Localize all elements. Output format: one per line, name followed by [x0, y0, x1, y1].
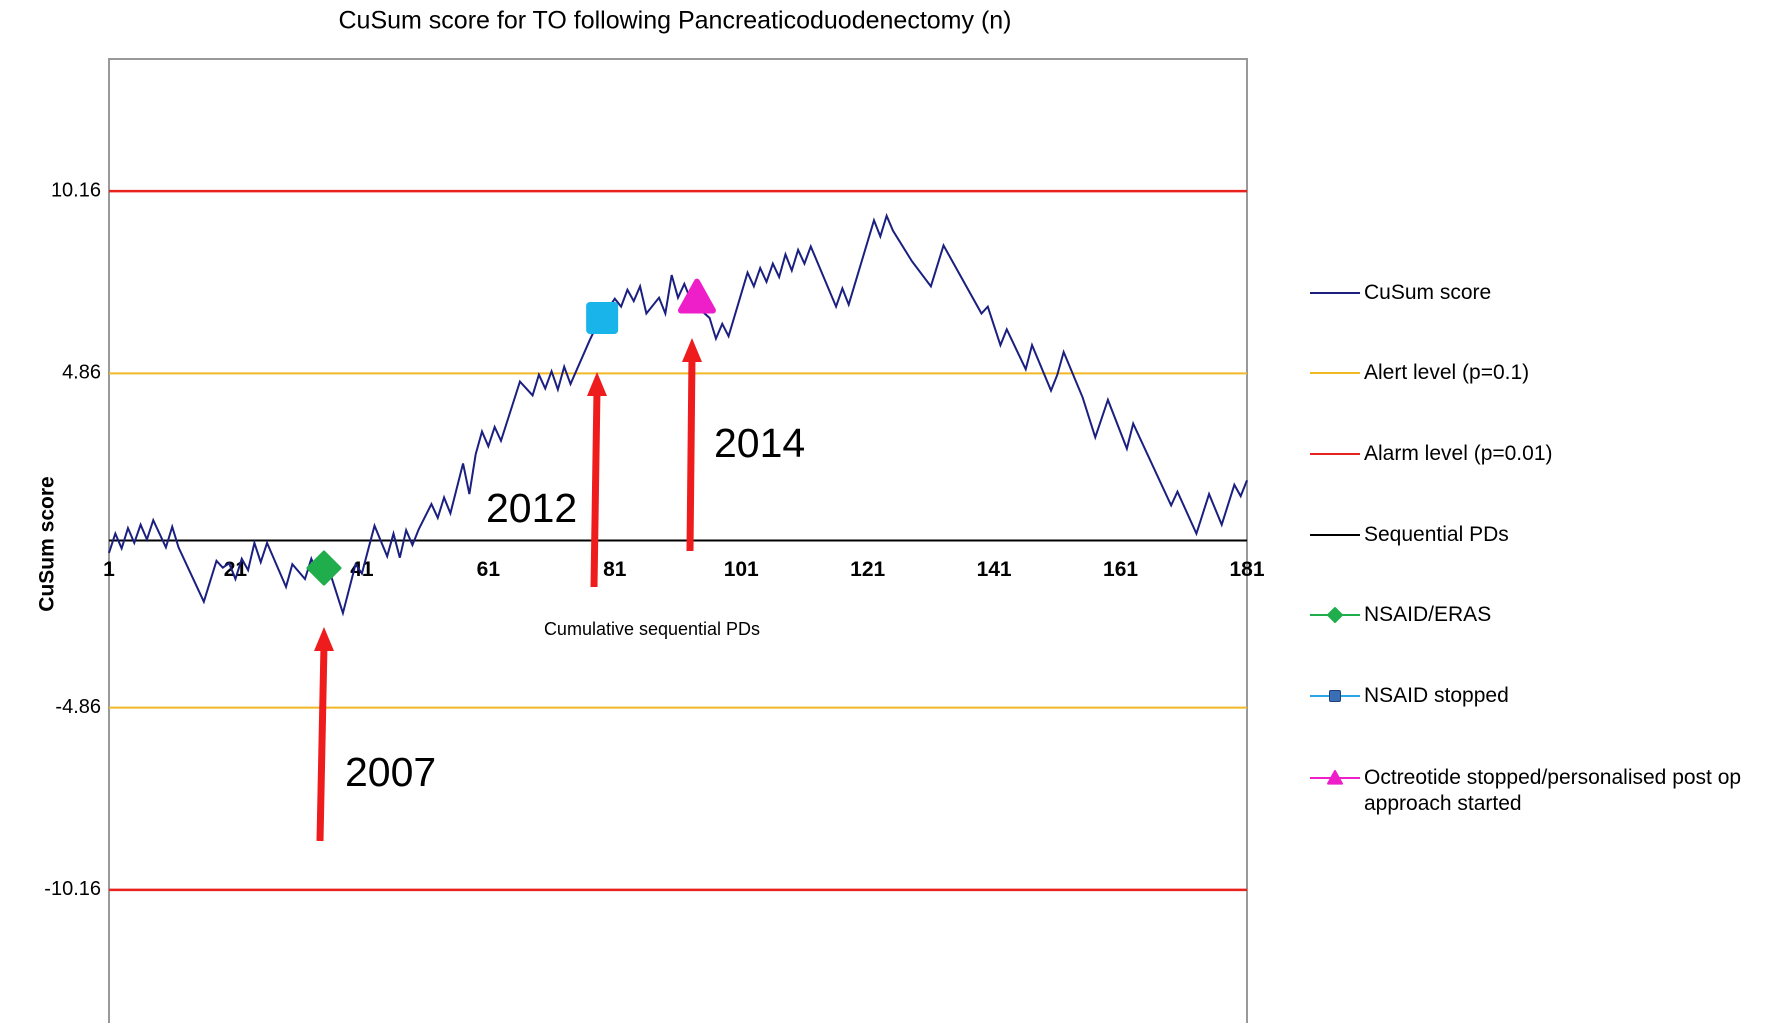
x-tick-label: 61	[477, 558, 501, 581]
marker	[1327, 607, 1343, 623]
marker	[677, 278, 716, 314]
legend-entry: NSAID stopped	[1310, 683, 1784, 709]
annotation-arrowhead	[587, 372, 607, 396]
y-tick-label: 4.86	[62, 362, 101, 384]
plot-frame	[108, 58, 1248, 1023]
y-tick-label: 10.16	[51, 179, 101, 201]
legend-swatch	[1310, 690, 1360, 702]
marker	[306, 550, 342, 586]
legend-label: NSAID stopped	[1364, 684, 1509, 707]
y-axis-label: CuSum score	[36, 476, 59, 611]
marker	[1329, 690, 1341, 702]
x-tick-label: 101	[724, 558, 759, 581]
y-tick-label: -4.86	[55, 696, 101, 718]
legend-swatch	[1310, 770, 1360, 785]
annotation-text: 2014	[714, 420, 805, 466]
x-tick-label: 141	[977, 558, 1012, 581]
chart-title: CuSum score for TO following Pancreatico…	[338, 7, 1011, 35]
x-tick-label: 81	[603, 558, 627, 581]
x-tick-label: 121	[850, 558, 885, 581]
legend-entry: NSAID/ERAS	[1310, 602, 1784, 628]
x-axis-label: Cumulative sequential PDs	[544, 619, 760, 639]
legend-entry: CuSum score	[1310, 280, 1784, 306]
legend-entry: Alarm level (p=0.01)	[1310, 441, 1784, 467]
annotation-text: 2012	[486, 485, 577, 531]
legend-swatch	[1310, 292, 1360, 294]
marker	[1327, 770, 1343, 785]
legend-label: NSAID/ERAS	[1364, 603, 1492, 626]
marker	[586, 301, 619, 334]
data-line	[108, 212, 1248, 617]
annotation-text: 2007	[345, 749, 436, 795]
annotation-arrow	[686, 355, 696, 552]
legend-swatch	[1310, 607, 1360, 623]
annotation-arrowhead	[682, 338, 702, 362]
legend-swatch	[1310, 534, 1360, 536]
legend-swatch	[1310, 372, 1360, 374]
legend-label: Alarm level (p=0.01)	[1364, 442, 1553, 465]
legend-label: Alert level (p=0.1)	[1364, 361, 1530, 384]
legend-entry: Alert level (p=0.1)	[1310, 360, 1784, 386]
legend-label: Octreotide stopped/personalised post op …	[1364, 766, 1742, 815]
x-tick-label: 1	[103, 558, 115, 581]
y-tick-label: -10.16	[44, 878, 101, 900]
legend-entry: Sequential PDs	[1310, 522, 1784, 548]
x-tick-label: 161	[1103, 558, 1138, 581]
x-tick-label: 181	[1229, 558, 1264, 581]
legend-label: CuSum score	[1364, 281, 1492, 304]
annotation-arrowhead	[314, 627, 334, 651]
legend-entry: Octreotide stopped/personalised post op …	[1310, 765, 1784, 817]
annotation-arrow	[590, 389, 601, 588]
legend-swatch	[1310, 453, 1360, 455]
annotation-arrow	[316, 644, 328, 842]
legend-label: Sequential PDs	[1364, 523, 1509, 546]
